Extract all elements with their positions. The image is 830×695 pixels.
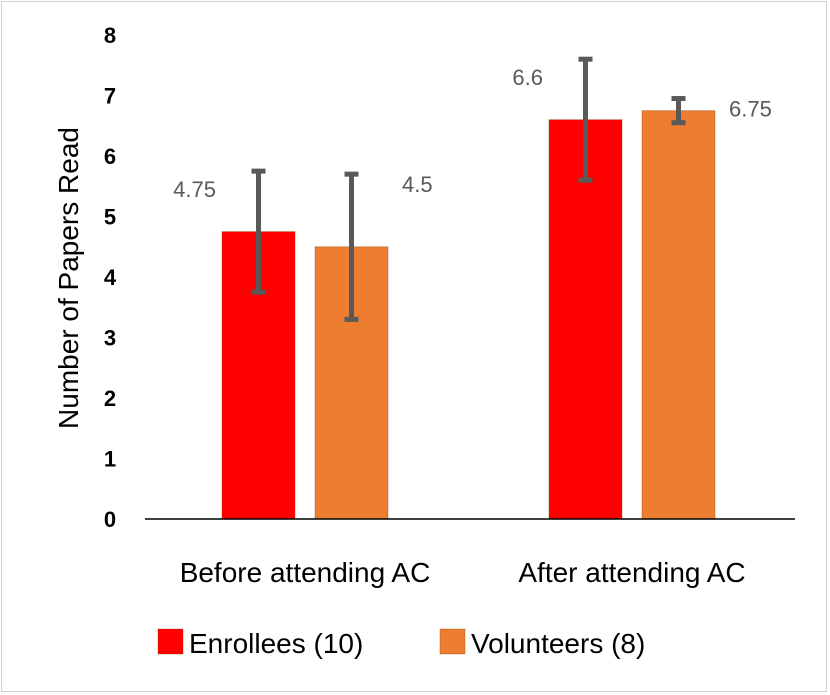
legend-swatch <box>157 628 184 655</box>
y-tick-label: 4 <box>104 265 117 290</box>
y-tick-label: 3 <box>104 326 116 351</box>
error-bars-layer <box>251 56 686 322</box>
y-tick-label: 7 <box>104 84 116 109</box>
x-tick-label: Before attending AC <box>180 557 431 588</box>
bars-layer <box>221 110 716 520</box>
legend: Enrollees (10) Volunteers (8) <box>157 628 645 659</box>
y-tick-label: 0 <box>104 507 116 532</box>
x-tick-label: After attending AC <box>518 557 745 588</box>
y-tick-label: 1 <box>104 447 116 472</box>
legend-swatch <box>439 628 466 655</box>
data-label: 4.75 <box>173 177 216 202</box>
bar-enrollees-1 <box>548 119 623 520</box>
error-bar <box>251 168 266 295</box>
legend-label: Enrollees (10) <box>189 628 363 659</box>
y-axis-label: Number of Papers Read <box>53 127 84 429</box>
y-axis-ticks: 0 1 2 3 4 5 6 7 8 <box>104 23 117 532</box>
x-axis-ticks: Before attending AC After attending AC <box>180 557 746 588</box>
error-bar <box>344 171 359 322</box>
data-label: 4.5 <box>402 172 433 197</box>
y-tick-label: 2 <box>104 386 116 411</box>
data-label: 6.75 <box>729 97 772 122</box>
y-tick-label: 6 <box>104 144 116 169</box>
y-tick-label: 5 <box>104 205 116 230</box>
data-labels-layer: 4.75 4.5 6.6 6.75 <box>173 65 772 202</box>
bar-volunteers-1 <box>641 110 716 520</box>
y-tick-label: 8 <box>104 23 116 48</box>
data-label: 6.6 <box>512 65 543 90</box>
error-bar <box>671 96 686 126</box>
legend-label: Volunteers (8) <box>471 628 645 659</box>
error-bar <box>578 56 593 183</box>
